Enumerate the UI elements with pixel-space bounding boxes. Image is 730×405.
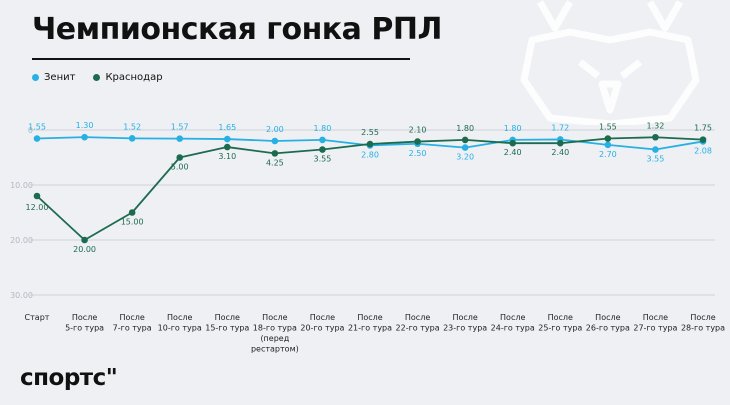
data-label-krasnodar: 1.55: [599, 123, 617, 132]
data-label-zenit: 2.00: [266, 125, 284, 134]
data-label-krasnodar: 2.10: [409, 126, 427, 135]
data-point-krasnodar: [366, 140, 374, 148]
data-point-krasnodar: [414, 138, 421, 145]
data-point-krasnodar: [652, 133, 659, 141]
data-point-zenit: [461, 144, 469, 151]
x-tick-label: После 18-го тура (перед рестартом): [251, 313, 299, 354]
legend-item-zenit: Зенит: [32, 72, 75, 83]
y-tick-label: 0: [28, 126, 33, 135]
data-label-zenit: 2.80: [361, 150, 379, 159]
data-label-zenit: 1.80: [314, 124, 332, 133]
data-label-zenit: 3.55: [647, 155, 665, 164]
data-point-krasnodar: [81, 236, 88, 244]
legend-marker-krasnodar: [93, 74, 101, 81]
data-point-krasnodar: [556, 139, 564, 147]
data-label-krasnodar: 15.00: [121, 218, 144, 227]
data-label-zenit: 1.80: [504, 124, 522, 133]
data-point-zenit: [81, 133, 88, 141]
legend-marker-zenit: [32, 74, 39, 81]
data-point-krasnodar: [509, 139, 517, 147]
y-tick-label: 10.00: [10, 181, 33, 190]
data-label-zenit: 3.20: [456, 153, 474, 162]
bear-watermark-icon: [520, 0, 700, 125]
legend-item-krasnodar: Краснодар: [93, 72, 163, 83]
data-label-krasnodar: 1.80: [456, 124, 474, 133]
data-point-krasnodar: [223, 143, 231, 151]
data-label-krasnodar: 2.55: [361, 128, 379, 137]
legend-label-krasnodar: Краснодар: [105, 72, 163, 83]
data-point-zenit: [319, 136, 326, 144]
data-point-krasnodar: [604, 135, 612, 142]
x-tick-label: После 20-го тура: [300, 313, 344, 333]
data-point-zenit: [33, 135, 41, 142]
data-label-krasnodar: 12.00: [26, 203, 49, 212]
title-divider: [32, 58, 410, 60]
data-label-zenit: 1.52: [123, 122, 141, 131]
x-tick-label: После 21-го тура: [348, 313, 392, 333]
data-label-krasnodar: 20.00: [73, 245, 96, 254]
data-label-zenit: 2.08: [694, 146, 712, 155]
x-tick-label: После 22-го тура: [396, 313, 440, 333]
data-point-krasnodar: [33, 192, 41, 200]
data-label-zenit: 1.57: [171, 123, 189, 132]
data-point-zenit: [652, 146, 659, 153]
sports-logo: спортс": [20, 365, 118, 391]
data-label-zenit: 1.72: [551, 123, 569, 132]
y-tick-label: 20.00: [10, 236, 33, 245]
x-tick-label: После 27-го тура: [633, 313, 677, 333]
data-point-krasnodar: [319, 146, 326, 153]
data-label-zenit: 2.70: [599, 150, 617, 159]
data-label-krasnodar: 2.40: [504, 148, 522, 157]
data-point-krasnodar: [128, 209, 136, 216]
data-label-zenit: 2.50: [409, 149, 427, 158]
data-point-zenit: [271, 137, 279, 145]
x-tick-label: После 24-го тура: [491, 313, 535, 333]
y-tick-label: 30.00: [10, 291, 33, 300]
data-label-krasnodar: 3.55: [314, 155, 332, 164]
x-tick-label: После 23-го тура: [443, 313, 487, 333]
data-point-krasnodar: [699, 136, 707, 143]
data-point-zenit: [128, 135, 136, 142]
x-tick-label: После 26-го тура: [586, 313, 630, 333]
data-label-krasnodar: 4.25: [266, 158, 284, 167]
data-label-krasnodar: 1.32: [647, 121, 665, 130]
chart-legend: Зенит Краснодар: [32, 72, 163, 83]
x-tick-label: После 28-го тура: [681, 313, 725, 333]
data-point-krasnodar: [461, 136, 469, 144]
data-label-krasnodar: 5.00: [171, 163, 189, 172]
page-title: Чемпионская гонка РПЛ: [32, 12, 442, 47]
legend-label-zenit: Зенит: [44, 72, 76, 83]
x-tick-label: После 7-го тура: [113, 313, 152, 333]
x-tick-label: После 5-го тура: [65, 313, 104, 333]
x-tick-label: После 25-го тура: [538, 313, 582, 333]
data-point-zenit: [604, 141, 612, 149]
x-tick-label: После 15-го тура: [205, 313, 249, 333]
x-tick-label: После 10-го тура: [158, 313, 202, 333]
data-label-zenit: 1.65: [218, 123, 236, 132]
data-label-krasnodar: 3.10: [218, 152, 236, 161]
data-point-krasnodar: [176, 154, 184, 161]
data-label-zenit: 1.30: [76, 121, 94, 130]
data-label-zenit: 1.55: [28, 123, 46, 132]
x-tick-label: Старт: [25, 313, 50, 322]
data-label-krasnodar: 2.40: [551, 148, 569, 157]
data-label-krasnodar: 1.75: [694, 124, 712, 133]
data-point-krasnodar: [271, 150, 279, 157]
data-point-zenit: [223, 135, 231, 143]
data-point-zenit: [176, 135, 184, 142]
